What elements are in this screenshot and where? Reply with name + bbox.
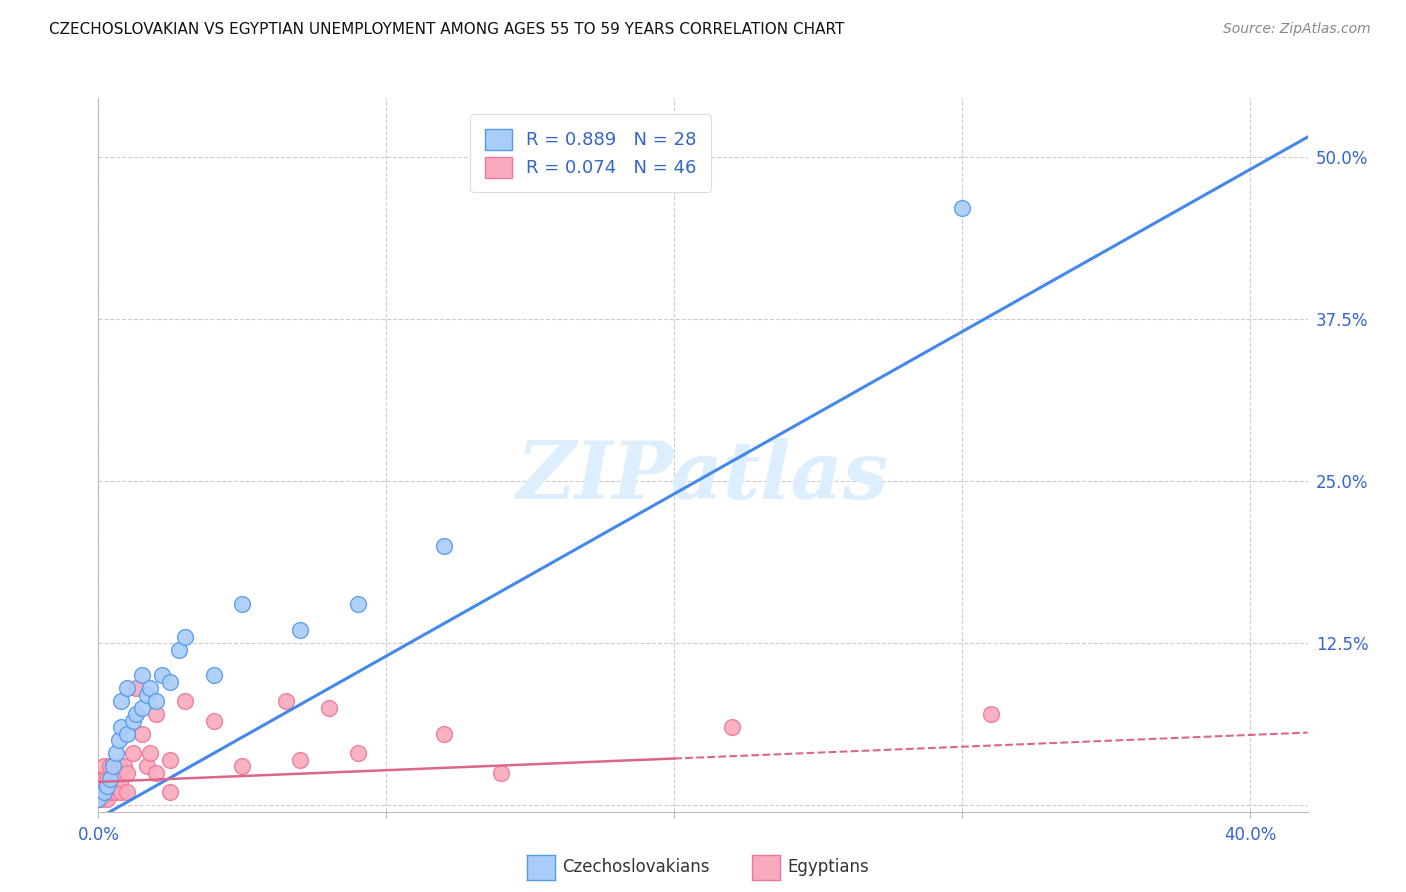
Point — [115, 681, 138, 696]
Text: Source: ZipAtlas.com: Source: ZipAtlas.com — [1223, 22, 1371, 37]
Point — [87, 779, 110, 793]
Point — [231, 597, 253, 611]
Point — [98, 785, 121, 799]
Legend: R = 0.889   N = 28, R = 0.074   N = 46: R = 0.889 N = 28, R = 0.074 N = 46 — [470, 114, 711, 192]
Point — [167, 642, 190, 657]
Point — [96, 791, 118, 805]
Point — [107, 759, 129, 773]
Point — [96, 772, 118, 787]
Point — [101, 785, 124, 799]
Point — [346, 747, 368, 761]
Text: Czechoslovakians: Czechoslovakians — [562, 858, 710, 876]
Point — [131, 727, 153, 741]
Point — [131, 668, 153, 682]
Point — [346, 597, 368, 611]
Point — [131, 701, 153, 715]
Point — [433, 539, 456, 553]
Point — [112, 759, 135, 773]
Point — [87, 785, 110, 799]
Point — [87, 772, 110, 787]
Point — [115, 727, 138, 741]
Point — [288, 753, 311, 767]
Point — [139, 747, 162, 761]
Point — [98, 772, 121, 787]
Point — [159, 675, 181, 690]
Point — [101, 772, 124, 787]
Point — [98, 772, 121, 787]
Point — [433, 727, 456, 741]
Point — [125, 681, 148, 696]
Text: CZECHOSLOVAKIAN VS EGYPTIAN UNEMPLOYMENT AMONG AGES 55 TO 59 YEARS CORRELATION C: CZECHOSLOVAKIAN VS EGYPTIAN UNEMPLOYMENT… — [49, 22, 845, 37]
Point — [231, 759, 253, 773]
Point — [110, 720, 132, 734]
Point — [318, 701, 340, 715]
Point — [90, 785, 112, 799]
Point — [139, 681, 162, 696]
Point — [87, 791, 110, 805]
Point — [107, 733, 129, 747]
Point — [150, 668, 173, 682]
Point — [90, 791, 112, 805]
Point — [950, 202, 973, 216]
Point — [87, 791, 110, 805]
Point — [104, 772, 127, 787]
Point — [491, 765, 513, 780]
Point — [202, 668, 225, 682]
Point — [96, 785, 118, 799]
Y-axis label: Unemployment Among Ages 55 to 59 years: Unemployment Among Ages 55 to 59 years — [0, 287, 7, 623]
Point — [115, 765, 138, 780]
Point — [145, 707, 167, 722]
Point — [136, 688, 159, 702]
Point — [101, 759, 124, 773]
Point — [274, 694, 297, 708]
Point — [720, 720, 742, 734]
Point — [93, 772, 115, 787]
Point — [93, 785, 115, 799]
Point — [104, 785, 127, 799]
Point — [122, 714, 145, 728]
Point — [288, 623, 311, 637]
Point — [93, 785, 115, 799]
Point — [145, 694, 167, 708]
Point — [122, 747, 145, 761]
Point — [115, 785, 138, 799]
Point — [159, 785, 181, 799]
Point — [98, 759, 121, 773]
Point — [202, 714, 225, 728]
Point — [173, 630, 195, 644]
Text: Egyptians: Egyptians — [787, 858, 869, 876]
Point — [104, 747, 127, 761]
Point — [93, 759, 115, 773]
Point — [101, 759, 124, 773]
Point — [136, 759, 159, 773]
Point — [145, 765, 167, 780]
Point — [96, 779, 118, 793]
Point — [110, 694, 132, 708]
Point — [125, 707, 148, 722]
Point — [159, 753, 181, 767]
Point — [173, 694, 195, 708]
Point — [110, 785, 132, 799]
Point — [980, 707, 1002, 722]
Point — [110, 772, 132, 787]
Text: ZIPatlas: ZIPatlas — [517, 438, 889, 515]
